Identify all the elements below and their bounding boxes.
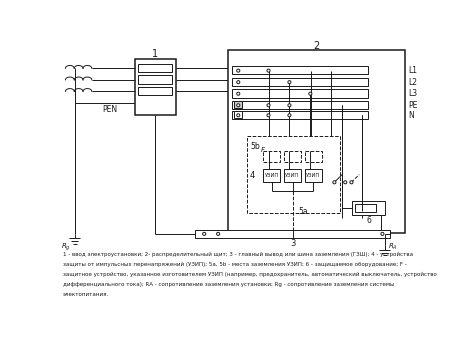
Text: $R_g$: $R_g$	[61, 241, 71, 253]
Bar	[138, 64, 173, 72]
Bar	[284, 169, 301, 182]
Circle shape	[217, 232, 219, 236]
Circle shape	[288, 81, 291, 84]
Bar	[232, 78, 368, 86]
Bar	[352, 201, 385, 215]
Circle shape	[237, 69, 240, 72]
Circle shape	[309, 92, 312, 95]
Circle shape	[237, 114, 240, 117]
Text: УЗИП: УЗИП	[285, 173, 300, 178]
Bar	[135, 59, 175, 115]
Circle shape	[288, 104, 291, 107]
Bar	[235, 102, 242, 108]
Text: 5b: 5b	[251, 142, 260, 151]
Circle shape	[344, 181, 347, 184]
Text: 1 - ввод электроустановки; 2- распределительный щит; 3 - главный вывод или шина : 1 - ввод электроустановки; 2- распредели…	[63, 252, 413, 257]
Text: L2: L2	[408, 78, 417, 87]
Circle shape	[237, 81, 240, 84]
Bar	[232, 101, 368, 109]
Text: PE: PE	[408, 101, 418, 110]
Text: N: N	[408, 111, 414, 120]
Bar	[263, 151, 280, 162]
Bar	[284, 151, 301, 162]
Circle shape	[237, 104, 240, 107]
Text: УЗИП: УЗИП	[264, 173, 279, 178]
Circle shape	[267, 114, 270, 117]
Text: защиты от импульсных перенапряжений (УЗИП); 5а, 5b - места заземления УЗИП; 6 - : защиты от импульсных перенапряжений (УЗИ…	[63, 262, 407, 267]
Text: $R_A$: $R_A$	[388, 242, 398, 252]
Text: УЗИП: УЗИП	[306, 173, 320, 178]
Bar	[355, 204, 376, 211]
Circle shape	[237, 92, 240, 95]
Text: электопитания.: электопитания.	[63, 292, 109, 297]
Circle shape	[381, 232, 384, 236]
Text: дифференциального тока); RА - сопротивление заземления установки; Rg - сопротивл: дифференциального тока); RА - сопротивле…	[63, 282, 394, 286]
Bar	[247, 136, 340, 213]
Text: 6: 6	[366, 215, 371, 225]
Circle shape	[202, 232, 206, 236]
Bar	[138, 75, 173, 84]
Circle shape	[333, 181, 336, 184]
Bar	[305, 151, 322, 162]
Circle shape	[267, 69, 270, 72]
Bar	[232, 89, 368, 98]
Text: L3: L3	[408, 89, 417, 98]
Bar	[232, 66, 368, 75]
Bar	[232, 111, 368, 119]
Text: 1: 1	[152, 50, 158, 59]
Text: 3: 3	[290, 239, 295, 248]
Circle shape	[350, 181, 353, 184]
Text: L1: L1	[408, 66, 417, 75]
Bar	[228, 50, 405, 233]
Circle shape	[267, 104, 270, 107]
Bar	[235, 111, 242, 118]
Bar	[305, 169, 322, 182]
Bar	[138, 87, 173, 95]
Text: PEN: PEN	[102, 104, 117, 114]
Circle shape	[288, 114, 291, 117]
Bar	[195, 230, 390, 238]
Text: 5a: 5a	[299, 207, 309, 216]
Text: 2: 2	[313, 41, 319, 51]
Text: F: F	[261, 147, 265, 153]
Text: защитное устройство, указанное изготовителем УЗИП (например, предохранитель, авт: защитное устройство, указанное изготовит…	[63, 272, 437, 277]
Text: 4: 4	[250, 171, 255, 180]
Bar	[263, 169, 280, 182]
